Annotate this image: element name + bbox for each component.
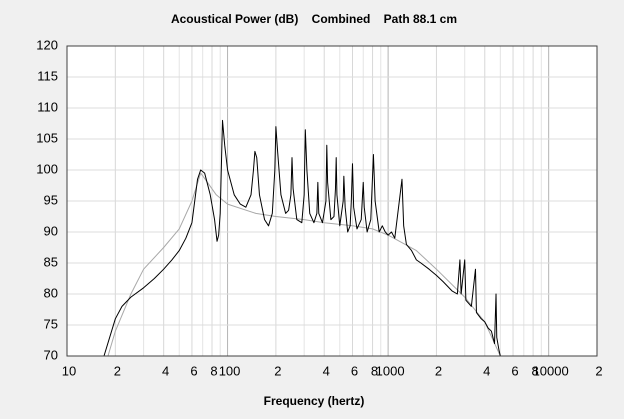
x-axis-label: Frequency (hertz) [264,394,365,408]
y-tick-label: 80 [44,285,58,300]
x-tick-label: 8 [210,363,217,378]
x-tick-label: 6 [190,363,197,378]
y-tick-label: 115 [37,68,58,83]
y-tick-label: 120 [36,37,58,52]
y-tick-label: 100 [36,161,58,176]
x-tick-label: 6 [351,363,358,378]
y-tick-label: 110 [37,99,58,114]
x-tick-label: 8 [371,363,378,378]
x-tick-label: 1000 [376,363,405,378]
x-tick-label: 4 [162,363,169,378]
x-tick-label: 2 [595,363,602,378]
plot-border [66,45,598,357]
x-tick-label: 2 [114,363,121,378]
x-tick-label: 4 [483,363,490,378]
x-tick-label: 10 [62,363,76,378]
y-tick-label: 75 [44,316,58,331]
y-tick-label: 95 [44,192,58,207]
line-series [107,172,501,357]
y-tick-label: 90 [44,223,58,238]
x-tick-label: 8 [531,363,538,378]
x-tick-label: 2 [274,363,281,378]
x-tick-label: 100 [219,363,241,378]
x-tick-label: 10000 [533,363,569,378]
x-tick-label: 4 [323,363,330,378]
line-series [103,119,501,357]
y-tick-label: 70 [44,347,58,362]
x-tick-label: 2 [435,363,442,378]
y-tick-label: 105 [36,130,58,145]
chart-title: Acoustical Power (dB) Combined Path 88.1… [171,12,457,26]
y-tick-label: 85 [44,254,58,269]
x-tick-label: 6 [511,363,518,378]
